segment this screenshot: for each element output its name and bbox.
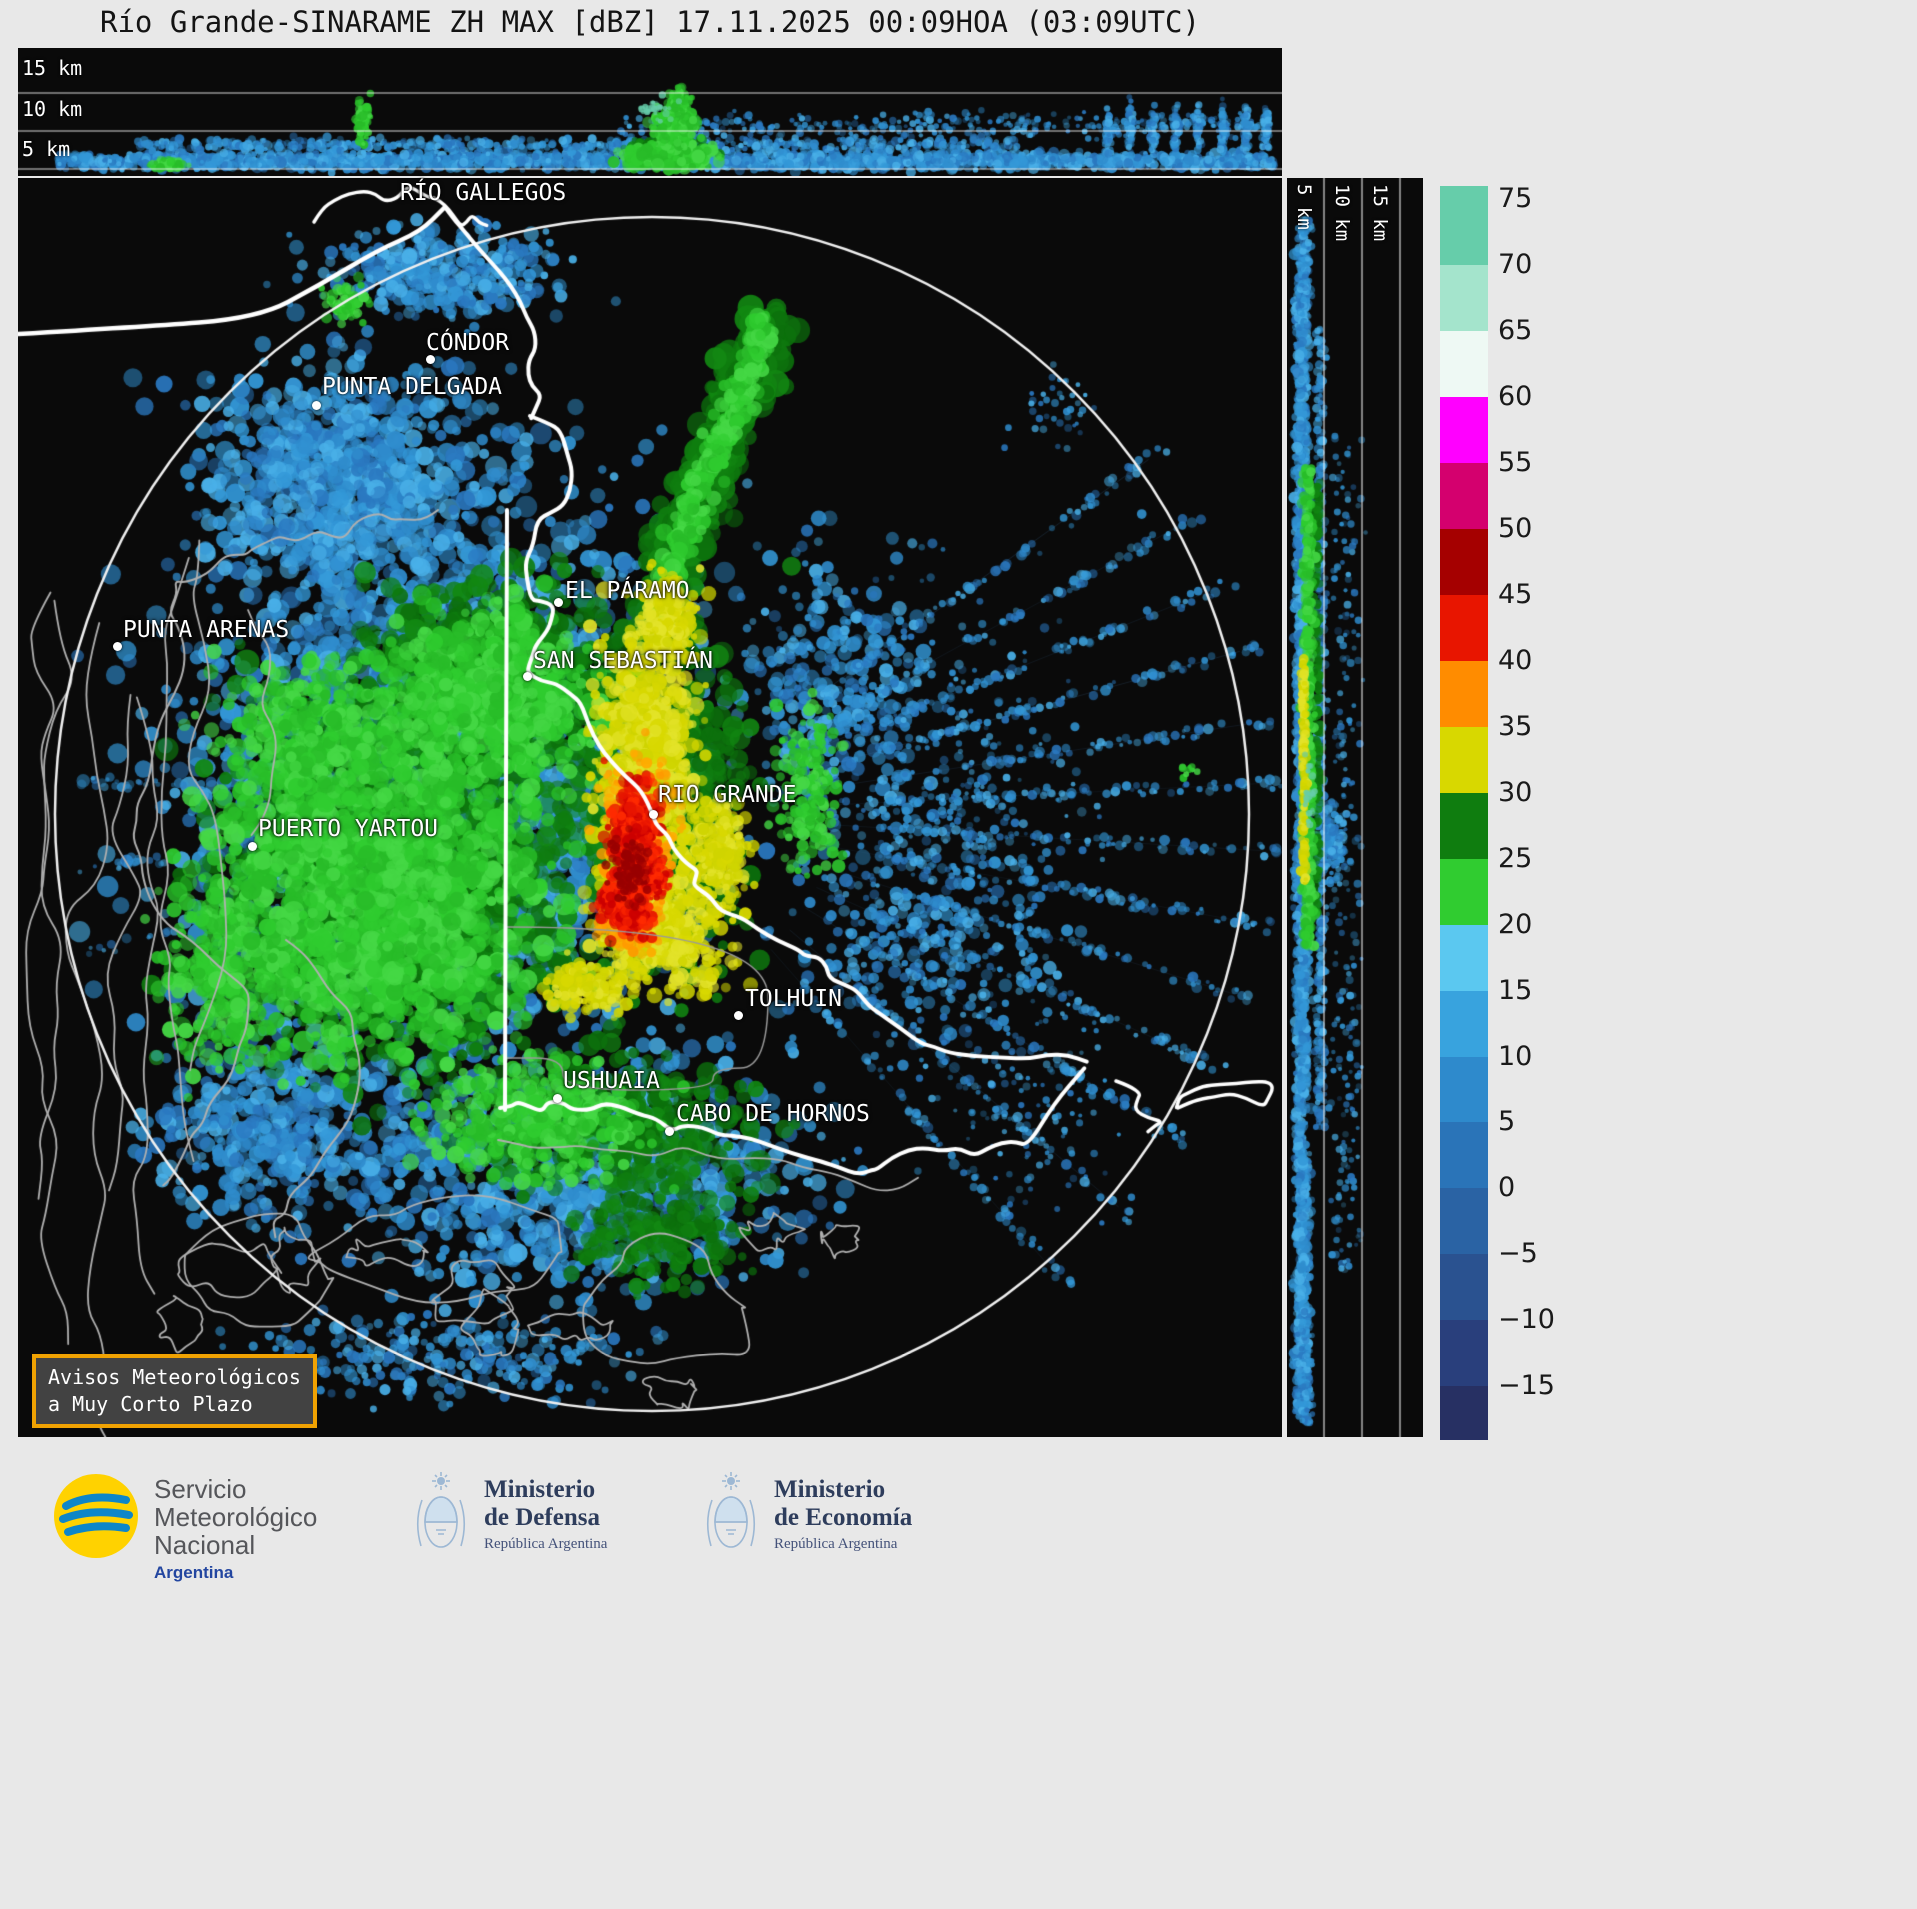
colorbar <box>1440 186 1488 1440</box>
place-label: CABO DE HORNOS <box>676 1101 870 1127</box>
place-marker <box>734 1011 743 1020</box>
right-cross-section-canvas <box>1287 178 1423 1437</box>
smn-name-line1: Servicio <box>154 1474 247 1504</box>
economia-text: Ministerio de Economía República Argenti… <box>774 1476 912 1553</box>
place-marker <box>426 355 435 364</box>
colorbar-tick: 55 <box>1498 446 1533 478</box>
advisory-line2: a Muy Corto Plazo <box>48 1392 253 1416</box>
place-marker <box>665 1127 674 1136</box>
top-cross-section-canvas <box>18 48 1282 176</box>
place-label: PUNTA ARENAS <box>123 617 290 643</box>
defensa-subtitle: República Argentina <box>484 1535 608 1552</box>
colorbar-band <box>1440 462 1488 530</box>
colorbar-tick: 65 <box>1498 315 1533 347</box>
economia-line1: Ministerio <box>774 1475 886 1503</box>
colorbar-band <box>1440 1386 1488 1440</box>
smn-name: Servicio Meteorológico Nacional Argentin… <box>154 1472 317 1583</box>
colorbar-band <box>1440 1056 1488 1124</box>
altitude-label-10km-vertical: 10 km <box>1331 184 1353 242</box>
place-label: EL PÁRAMO <box>565 578 690 604</box>
defensa-crest-icon <box>416 1472 466 1548</box>
colorbar-band <box>1440 199 1488 266</box>
altitude-label-15km-vertical: 15 km <box>1369 184 1391 242</box>
smn-name-line3: Nacional <box>154 1529 256 1560</box>
altitude-label-5km-vertical: 5 km <box>1293 184 1315 230</box>
colorbar-tick: 45 <box>1498 578 1533 610</box>
colorbar-tick: 10 <box>1498 1040 1533 1072</box>
defensa-line2: de Defensa <box>484 1503 600 1531</box>
colorbar-tick: 75 <box>1498 183 1533 215</box>
place-label: PUERTO YARTOU <box>258 816 439 842</box>
colorbar-tick: 15 <box>1498 974 1533 1006</box>
smn-country: Argentina <box>154 1563 234 1583</box>
colorbar-band <box>1440 1122 1488 1190</box>
place-label: TOLHUIN <box>745 986 842 1012</box>
altitude-label-10km: 10 km <box>22 97 83 121</box>
colorbar-tick: −15 <box>1498 1370 1555 1402</box>
colorbar-band <box>1440 990 1488 1058</box>
smn-name-line2: Meteorológico <box>154 1501 318 1532</box>
altitude-label-5km: 5 km <box>22 137 71 161</box>
colorbar-tick: 25 <box>1498 842 1533 874</box>
ministry-economia: Ministerio de Economía República Argenti… <box>702 1470 912 1558</box>
radar-map-canvas <box>18 178 1282 1437</box>
colorbar-band <box>1440 792 1488 860</box>
colorbar-tick: 30 <box>1498 776 1533 808</box>
colorbar-band <box>1440 1188 1488 1256</box>
defensa-line1: Ministerio <box>484 1475 596 1503</box>
economia-subtitle: República Argentina <box>774 1535 898 1552</box>
smn-brand: Servicio Meteorológico Nacional Argentin… <box>52 1472 317 1583</box>
colorbar-tick: 0 <box>1498 1172 1516 1204</box>
defensa-text: Ministerio de Defensa República Argentin… <box>484 1476 607 1553</box>
economia-line2: de Economía <box>774 1503 913 1531</box>
colorbar-band <box>1440 265 1488 332</box>
place-label: PUNTA DELGADA <box>322 374 503 400</box>
economia-crest-icon <box>706 1472 756 1548</box>
colorbar-ticks: 75 70 65 60 55 50 45 40 35 30 25 20 15 10 5 0 −5 −10 −15 <box>1498 183 1588 1439</box>
colorbar-tick: 40 <box>1498 644 1533 676</box>
colorbar-band <box>1440 924 1488 992</box>
colorbar-band <box>1440 726 1488 794</box>
colorbar-band <box>1440 660 1488 728</box>
colorbar-tick: 60 <box>1498 381 1533 413</box>
advisory-line1: Avisos Meteorológicos <box>48 1365 301 1389</box>
colorbar-band <box>1440 186 1488 200</box>
place-label: USHUAIA <box>563 1068 660 1094</box>
right-cross-section: 5 km 10 km 15 km <box>1287 178 1423 1437</box>
radar-map: RÍO GALLEGOS CÓNDOR PUNTA DELGADA EL PÁRAMO… <box>18 178 1282 1437</box>
page-title: Río Grande-SINARAME ZH MAX [dBZ] 17.11.2… <box>100 5 1200 39</box>
place-label: RÍO GALLEGOS <box>400 180 567 206</box>
place-marker <box>113 642 122 651</box>
altitude-label-15km: 15 km <box>22 56 83 80</box>
advisory-banner[interactable]: Avisos Meteorológicos a Muy Corto Plazo <box>32 1354 317 1428</box>
colorbar-band <box>1440 858 1488 926</box>
colorbar-tick: 50 <box>1498 512 1533 544</box>
place-marker <box>248 842 257 851</box>
ministry-defensa: Ministerio de Defensa República Argentin… <box>412 1470 607 1558</box>
place-marker <box>553 1094 562 1103</box>
place-marker <box>312 401 321 410</box>
colorbar-tick: 35 <box>1498 710 1533 742</box>
place-marker <box>554 598 563 607</box>
place-label: SAN SEBASTIÁN <box>533 648 714 674</box>
colorbar-band <box>1440 594 1488 662</box>
place-marker <box>523 672 532 681</box>
place-label: CÓNDOR <box>426 330 510 356</box>
top-cross-section: 15 km 10 km 5 km <box>18 48 1282 176</box>
colorbar-tick: 5 <box>1498 1106 1516 1138</box>
colorbar-band <box>1440 1254 1488 1321</box>
colorbar-band <box>1440 1320 1488 1387</box>
colorbar-band <box>1440 528 1488 596</box>
colorbar-tick: 70 <box>1498 249 1533 281</box>
colorbar-tick: −10 <box>1498 1304 1555 1336</box>
place-marker <box>649 810 658 819</box>
colorbar-tick: −5 <box>1498 1238 1538 1270</box>
colorbar-band <box>1440 397 1488 464</box>
smn-logo <box>54 1474 138 1558</box>
place-label: RIO GRANDE <box>658 782 797 808</box>
colorbar-tick: 20 <box>1498 908 1533 940</box>
colorbar-band <box>1440 331 1488 398</box>
